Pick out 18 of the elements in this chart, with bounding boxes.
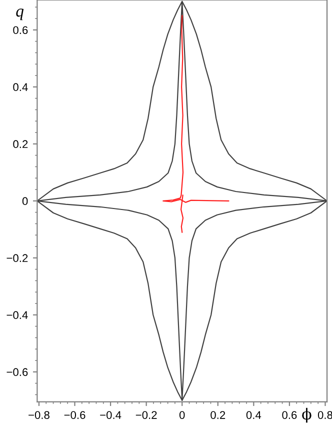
y-tick-label: −0.2 (6, 254, 28, 262)
x-axis-title: ϕ (302, 408, 312, 423)
y-axis-title: q (16, 8, 24, 20)
y-tick-label: 0.2 (13, 140, 28, 148)
x-tick-label: −0.6 (64, 411, 86, 419)
y-tick-label: 0.6 (13, 26, 28, 34)
x-tick-label: −0.2 (136, 411, 157, 419)
y-tick-label: 0.4 (13, 83, 28, 92)
x-tick-label: −0.4 (100, 411, 122, 419)
x-tick-label: 0.8 (318, 411, 332, 419)
y-tick-label: −0.4 (6, 311, 28, 320)
y-tick-label: 0 (22, 197, 28, 206)
x-tick-label: −0.8 (28, 411, 50, 419)
x-tick-label: 0.4 (246, 411, 262, 419)
x-tick-label: 0.6 (282, 411, 297, 419)
y-tick-label: −0.6 (6, 368, 28, 376)
x-tick-label: 0.2 (210, 411, 226, 419)
x-tick-label: 0 (179, 411, 185, 419)
